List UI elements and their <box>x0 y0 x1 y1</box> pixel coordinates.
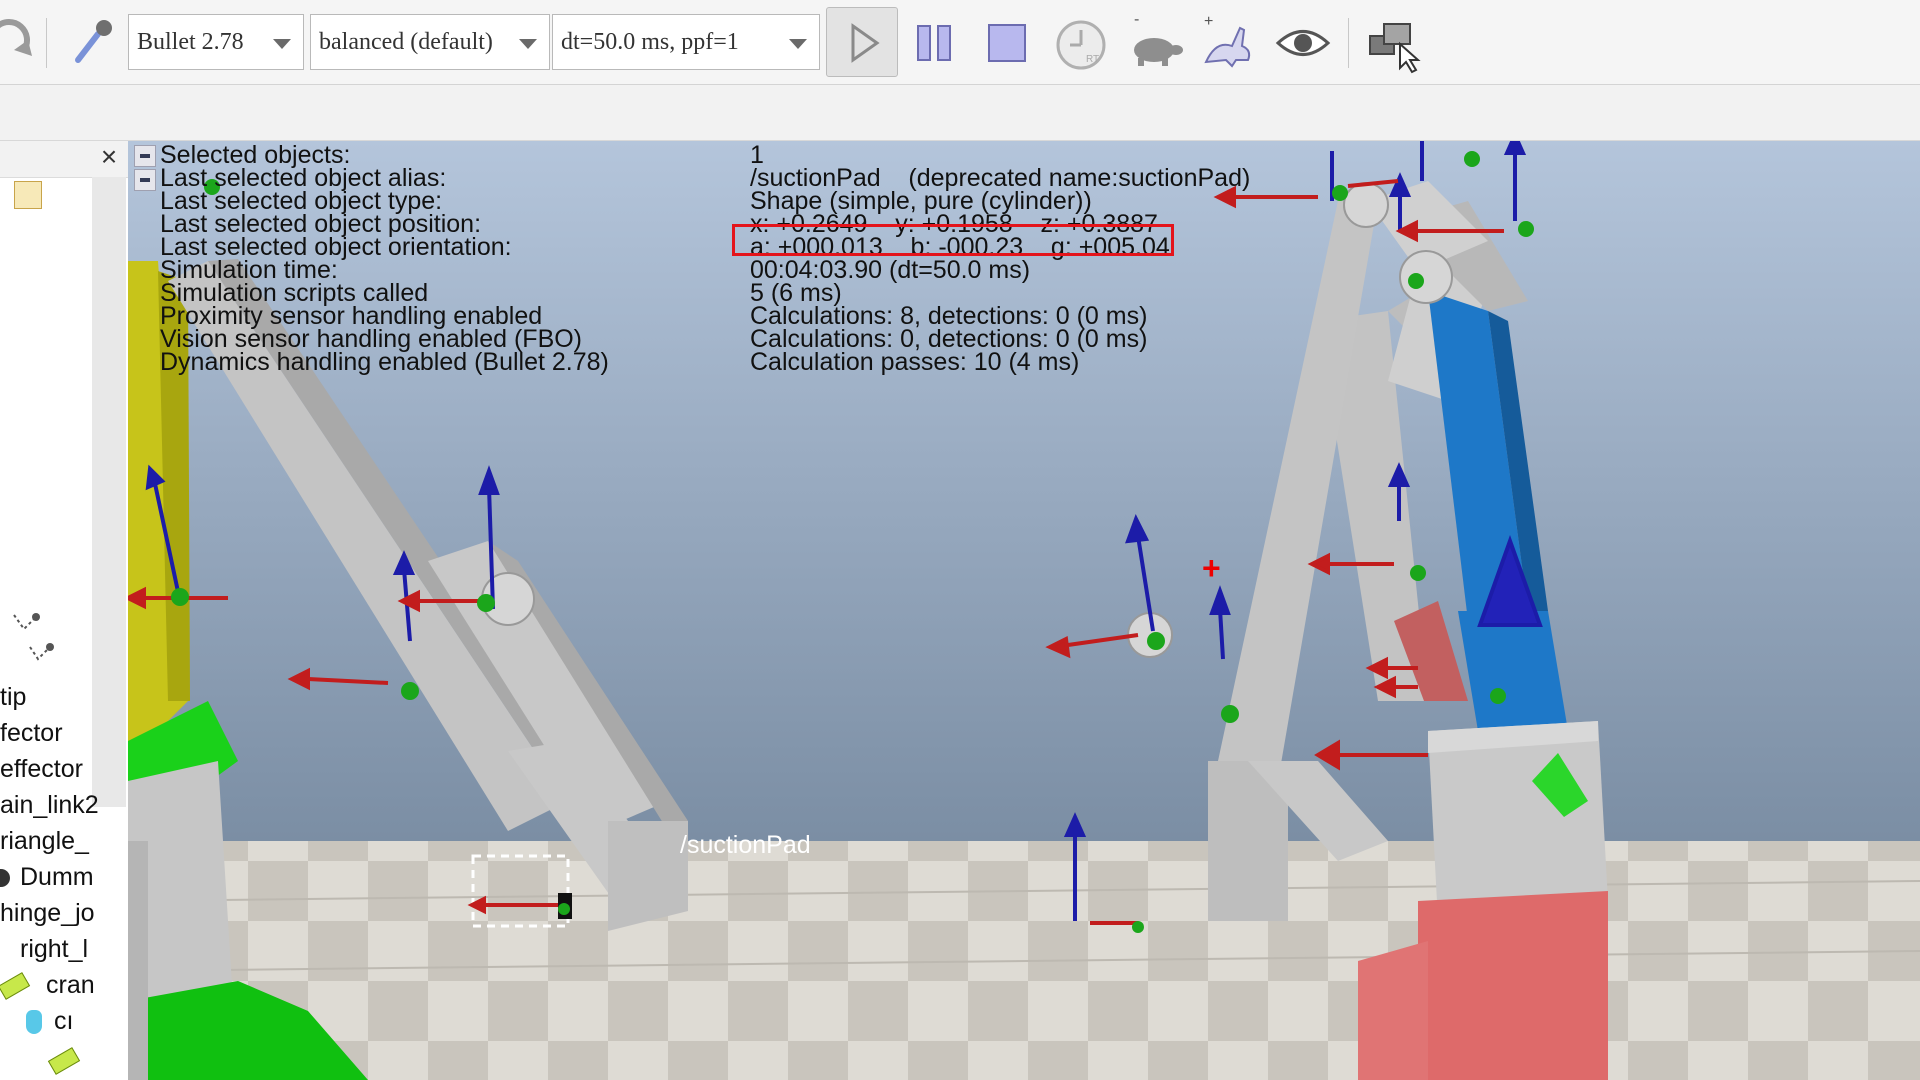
dynamics-engine-select[interactable]: Bullet 2.78 <box>128 14 304 70</box>
accuracy-select-value: balanced (default) <box>319 29 493 55</box>
tree-item-label: Dumm <box>20 863 94 891</box>
slow-down-icon[interactable]: - <box>1122 10 1188 76</box>
stop-icon[interactable] <box>974 10 1040 76</box>
magnifier-icon[interactable] <box>60 10 126 76</box>
info-label: Last selected object type: <box>160 187 443 215</box>
hierarchy-header: × <box>0 141 130 178</box>
tree-item[interactable]: fector <box>0 719 63 747</box>
position-highlight-box <box>732 224 1174 256</box>
tree-item[interactable]: effector <box>0 755 83 783</box>
info-label: Vision sensor handling enabled (FBO) <box>160 325 583 353</box>
play-icon[interactable] <box>826 7 898 77</box>
pause-icon[interactable] <box>902 10 968 76</box>
svg-text:RT: RT <box>1086 54 1099 65</box>
tree-item[interactable]: right_l <box>20 935 89 963</box>
info-value: /suctionPad (deprecated name:suctionPad) <box>750 164 1251 192</box>
info-label: Simulation scripts called <box>160 279 429 307</box>
visualize-icon[interactable] <box>1270 10 1336 76</box>
tree-item[interactable]: riangle_ <box>0 827 89 855</box>
speed-up-icon[interactable]: + <box>1196 10 1262 76</box>
engine-select-value: Bullet 2.78 <box>137 29 244 55</box>
info-value: 5 (6 ms) <box>750 279 842 307</box>
tree-item-label: cran <box>46 971 95 999</box>
windows-icon[interactable] <box>1360 10 1426 76</box>
collapse-info-button[interactable] <box>134 145 156 167</box>
joint-icon <box>47 1047 81 1075</box>
info-value: a: +000.013 b: -000.23 g: +005.04 <box>750 233 1170 261</box>
crosshair-icon: + <box>1202 550 1221 586</box>
tree-item[interactable]: ain_link2 <box>0 791 99 819</box>
info-value: Calculations: 0, detections: 0 (0 ms) <box>750 325 1148 353</box>
accuracy-select[interactable]: balanced (default) <box>310 14 550 70</box>
shape-icon <box>26 1010 42 1035</box>
timestep-select-value: dt=50.0 ms, ppf=1 <box>561 29 739 55</box>
info-value: 1 <box>750 141 764 169</box>
chevron-down-icon <box>273 39 291 49</box>
dummy-tree-icon <box>13 613 54 661</box>
tree-item-label: cı <box>54 1007 74 1035</box>
info-label: Last selected object alias: <box>160 164 447 192</box>
timestep-select[interactable]: dt=50.0 ms, ppf=1 <box>552 14 820 70</box>
info-label: Selected objects: <box>160 141 351 169</box>
scene-render <box>128 141 1920 1080</box>
info-label: Simulation time: <box>160 256 338 284</box>
svg-text:-: - <box>1134 11 1139 28</box>
tree-item[interactable]: cran <box>0 971 95 1001</box>
close-icon[interactable]: × <box>100 141 118 172</box>
scene-hierarchy-panel: × tip fector effector ain_link2 riangle_… <box>0 141 130 1080</box>
toolbar: Bullet 2.78 balanced (default) dt=50.0 m… <box>0 0 1920 85</box>
chevron-down-icon <box>789 39 807 49</box>
chevron-down-icon <box>519 39 537 49</box>
3d-viewport[interactable]: Selected objects: Last selected object a… <box>128 141 1920 1080</box>
info-value: 00:04:03.90 (dt=50.0 ms) <box>750 256 1031 284</box>
info-label: Last selected object position: <box>160 210 482 238</box>
toggle-info-button[interactable] <box>134 169 156 191</box>
realtime-icon[interactable]: RT <box>1048 10 1114 76</box>
joint-icon <box>0 972 31 1001</box>
dummy-icon <box>0 869 10 888</box>
info-label: Dynamics handling enabled (Bullet 2.78) <box>160 348 609 376</box>
tree-item[interactable]: hinge_jo <box>0 899 95 927</box>
undo-icon[interactable] <box>0 10 50 76</box>
tree-item[interactable]: tip <box>0 683 27 711</box>
tree-item[interactable]: cı <box>26 1007 73 1036</box>
secondary-toolbar <box>0 85 1920 141</box>
selected-object-label: /suctionPad <box>680 831 811 859</box>
info-label: Last selected object orientation: <box>160 233 512 261</box>
script-icon[interactable] <box>14 181 42 209</box>
info-value: Calculation passes: 10 (4 ms) <box>750 348 1080 376</box>
tree-item[interactable]: Dumm <box>0 863 94 892</box>
svg-text:+: + <box>1204 13 1213 30</box>
info-value: Calculations: 8, detections: 0 (0 ms) <box>750 302 1148 330</box>
info-label: Proximity sensor handling enabled <box>160 302 543 330</box>
hierarchy-scrollbar[interactable] <box>92 177 126 807</box>
info-value: Shape (simple, pure (cylinder)) <box>750 187 1092 215</box>
